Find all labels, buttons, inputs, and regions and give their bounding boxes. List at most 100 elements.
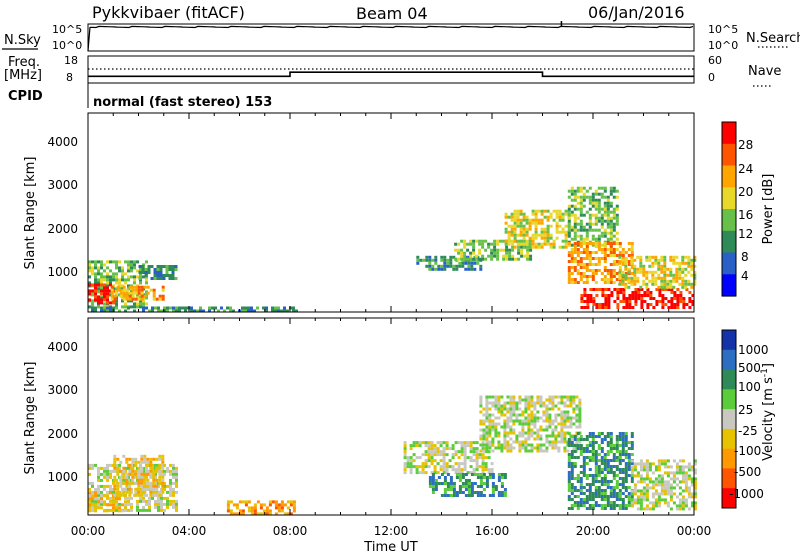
heat-cell	[425, 264, 429, 268]
heat-cell	[630, 276, 634, 280]
heat-cell	[672, 285, 676, 289]
heat-cell	[660, 477, 664, 481]
heat-cell	[122, 288, 126, 292]
heat-cell	[678, 267, 682, 271]
heat-cell	[606, 269, 610, 272]
noise-series	[87, 21, 694, 52]
heat-cell	[676, 297, 680, 300]
heat-cell	[122, 466, 126, 470]
heat-cell	[624, 489, 628, 492]
heat-cell	[112, 503, 115, 507]
heat-cell	[442, 447, 446, 451]
heat-cell	[579, 471, 583, 474]
heat-cell	[472, 257, 476, 261]
heat-cell	[103, 472, 106, 476]
heat-cell	[484, 257, 488, 261]
heat-cell	[624, 480, 628, 483]
heat-cell	[286, 309, 289, 313]
heat-cell	[630, 495, 634, 498]
heat-cell	[551, 431, 555, 435]
heat-cell	[469, 242, 473, 246]
heat-cell	[143, 490, 147, 494]
heat-cell	[578, 413, 582, 417]
heat-cell	[616, 297, 620, 300]
heat-cell	[545, 434, 549, 438]
heat-cell	[537, 242, 541, 246]
heat-cell	[579, 189, 583, 193]
heat-cell	[612, 275, 616, 278]
heat-cell	[128, 457, 132, 461]
heat-cell	[509, 407, 513, 411]
heat-cell	[654, 282, 658, 286]
heat-cell	[557, 449, 561, 453]
heat-cell	[542, 413, 546, 417]
heat-cell	[600, 483, 604, 486]
heat-cell	[621, 486, 625, 489]
heat-cell	[603, 278, 607, 281]
heat-cell	[621, 459, 625, 462]
heat-cell	[579, 486, 583, 489]
heat-cell	[603, 498, 607, 501]
heat-cell	[510, 212, 514, 216]
heat-cell	[124, 281, 127, 285]
heat-cell	[97, 491, 100, 495]
heat-cell	[476, 261, 480, 265]
heat-cell	[481, 471, 485, 475]
heat-cell	[663, 483, 667, 487]
heat-cell	[106, 298, 109, 302]
heat-cell	[476, 476, 480, 479]
heat-cell	[184, 306, 187, 310]
heat-cell	[570, 251, 574, 254]
heat-cell	[540, 233, 544, 237]
heat-cell	[654, 279, 658, 283]
heat-cell	[160, 505, 163, 509]
heat-cell	[678, 486, 682, 490]
heat-cell	[511, 257, 515, 261]
heat-cell	[481, 441, 485, 445]
heat-cell	[576, 272, 580, 275]
colorbar-swatch	[722, 187, 736, 210]
heat-cell	[676, 303, 680, 306]
heat-cell	[137, 484, 141, 488]
heat-cell	[645, 255, 649, 259]
heat-cell	[154, 306, 157, 310]
noise-line	[87, 25, 694, 52]
heat-cell	[582, 228, 586, 232]
heat-cell	[540, 221, 544, 225]
heat-cell	[606, 465, 610, 468]
heat-cell	[585, 210, 589, 214]
heat-cell	[424, 444, 428, 448]
heat-cell	[600, 462, 604, 465]
heat-cell	[594, 450, 598, 453]
colorbar-swatch	[722, 349, 736, 371]
heat-cell	[478, 456, 482, 460]
heat-cell	[645, 276, 649, 280]
heat-cell	[687, 486, 691, 490]
heat-cell	[685, 288, 689, 291]
heat-cell	[585, 257, 589, 260]
heat-cell	[100, 472, 103, 476]
heat-cell	[491, 413, 495, 417]
heat-cell	[606, 213, 610, 217]
heat-cell	[454, 471, 458, 475]
heat-cell	[684, 501, 688, 505]
heat-cell	[570, 248, 574, 251]
heat-cell	[672, 279, 676, 283]
heat-cell	[488, 431, 492, 435]
heat-cell	[443, 258, 447, 262]
heat-cell	[585, 222, 589, 226]
heat-cell	[645, 495, 649, 499]
heat-cell	[470, 485, 474, 488]
heat-cell	[421, 453, 425, 457]
heat-cell	[440, 258, 444, 262]
heat-cell	[256, 306, 259, 310]
heat-cell	[443, 261, 447, 265]
heat-cell	[528, 221, 532, 225]
heat-cell	[627, 254, 631, 257]
heat-cell	[496, 251, 500, 255]
heat-cell	[481, 462, 485, 466]
heat-cell	[464, 488, 468, 491]
heat-cell	[437, 267, 441, 271]
heat-cell	[140, 472, 144, 476]
freq-panel-frame	[87, 55, 695, 84]
